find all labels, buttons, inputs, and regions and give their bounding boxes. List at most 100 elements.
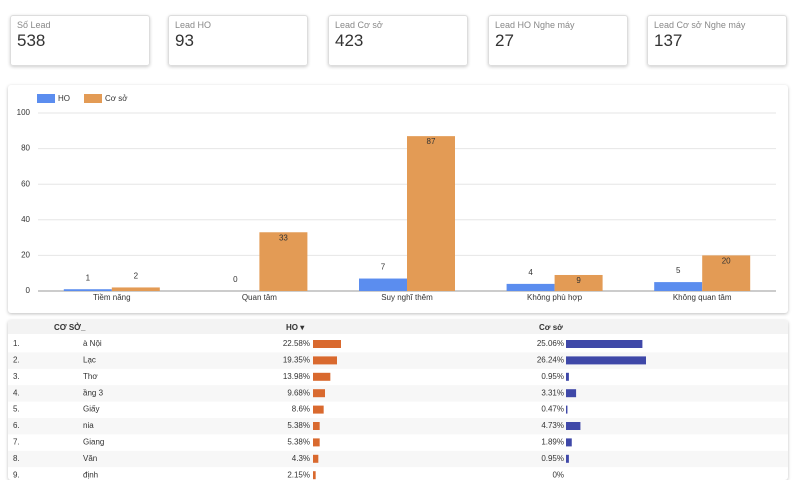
- y-tick-label: 40: [21, 215, 30, 224]
- ho-value: 2.15%: [287, 470, 310, 479]
- cs-bar: [566, 372, 569, 381]
- bar: [702, 255, 751, 291]
- cs-bar: [566, 454, 569, 463]
- bar: [63, 289, 112, 291]
- ho-value: 4.3%: [292, 454, 310, 463]
- chart: 0 20 40 60 80 100 HO Cơ sở Tiềm năng 1 2 Quan tâm 0 3…: [17, 94, 776, 302]
- legend-swatch: [84, 94, 102, 103]
- data-label: 87: [427, 137, 436, 146]
- data-label: 0: [233, 275, 238, 284]
- row-index: 7.: [13, 438, 20, 447]
- row-bg: [8, 450, 788, 468]
- row-index: 2.: [13, 356, 20, 365]
- kpi-card: Lead HO Nghe máy 27: [488, 15, 628, 66]
- row-name: Lạc: [83, 356, 96, 365]
- cs-bar: [566, 405, 568, 414]
- ho-bar: [313, 438, 320, 447]
- cs-value: 4.73%: [541, 421, 564, 430]
- bar: [654, 282, 703, 291]
- bar: [407, 136, 455, 291]
- kpi-value: 137: [654, 31, 683, 50]
- kpi-card: Lead Cơ sở Nghe máy 137: [647, 15, 787, 66]
- kpi-value: 27: [495, 31, 514, 50]
- data-label: 2: [134, 272, 139, 281]
- x-tick-label: Quan tâm: [242, 293, 277, 302]
- row-index: 1.: [13, 339, 20, 348]
- data-label: 20: [722, 257, 731, 266]
- kpi-value: 423: [335, 31, 364, 50]
- x-tick-label: Tiềm năng: [93, 293, 131, 302]
- kpi-card: Lead Cơ sở 423: [328, 15, 468, 66]
- x-tick-label: Không phù hợp: [527, 293, 583, 302]
- row-index: 6.: [13, 421, 20, 430]
- row-bg: [8, 352, 788, 369]
- bar: [359, 278, 407, 291]
- y-tick-label: 20: [21, 251, 30, 260]
- table: CƠ SỞ_ HO ▾ Cơ sở 1. à Nội 22.58% 25.06% 2. Lạc 1…: [8, 320, 788, 480]
- kpi-label: Lead Cơ sở: [335, 20, 383, 30]
- cs-value: 1.89%: [541, 438, 564, 447]
- table-panel: CƠ SỞ_ HO ▾ Cơ sở 1. à Nội 22.58% 25.06% 2. Lạc 1…: [8, 320, 788, 480]
- data-label: 7: [381, 263, 386, 272]
- ho-bar: [313, 372, 331, 381]
- y-tick-label: 60: [21, 179, 30, 188]
- row-name: Thơ: [83, 372, 98, 381]
- row-name: nia: [83, 421, 94, 430]
- cs-value: 0%: [552, 470, 564, 479]
- cs-bar: [566, 356, 646, 365]
- ho-value: 8.6%: [292, 405, 310, 414]
- bar: [111, 287, 160, 291]
- kpi-label: Số Lead: [17, 20, 51, 30]
- bar: [259, 232, 308, 291]
- kpi-label: Lead HO: [175, 20, 212, 30]
- kpi-card: Số Lead 538: [10, 15, 150, 66]
- row-name: ầng 3: [83, 388, 104, 397]
- kpi-card: Lead HO 93: [168, 15, 308, 66]
- ho-value: 22.58%: [283, 339, 310, 348]
- ho-bar: [313, 471, 316, 480]
- row-bg: [8, 385, 788, 402]
- y-tick-label: 100: [17, 108, 31, 117]
- cs-value: 3.31%: [541, 388, 564, 397]
- y-tick-label: 0: [26, 286, 31, 295]
- bar: [554, 274, 603, 291]
- cs-bar: [566, 422, 581, 430]
- ho-bar: [313, 340, 341, 348]
- cs-value: 26.24%: [537, 356, 564, 365]
- data-label: 9: [576, 276, 581, 285]
- data-label: 33: [279, 233, 288, 242]
- bar: [506, 283, 555, 291]
- row-index: 8.: [13, 454, 20, 463]
- ho-bar: [313, 405, 324, 414]
- ho-value: 13.98%: [283, 372, 310, 381]
- column-header: HO ▾: [286, 323, 305, 332]
- y-tick-label: 80: [21, 144, 30, 153]
- column-header: CƠ SỞ_: [54, 323, 86, 332]
- kpi-value: 538: [17, 31, 46, 50]
- row-name: Giấy: [83, 405, 99, 414]
- kpi-label: Lead HO Nghe máy: [495, 20, 575, 30]
- cs-value: 25.06%: [537, 339, 564, 348]
- header-bg: [8, 320, 788, 334]
- kpi-label: Lead Cơ sở Nghe máy: [654, 20, 746, 30]
- row-index: 9.: [13, 470, 20, 479]
- cs-value: 0.47%: [541, 405, 564, 414]
- data-label: 4: [528, 268, 533, 277]
- cs-bar: [566, 389, 577, 398]
- ho-bar: [313, 356, 337, 365]
- ho-value: 5.38%: [287, 421, 310, 430]
- row-name: định: [83, 470, 98, 479]
- chart-panel: 0 20 40 60 80 100 HO Cơ sở Tiềm năng 1 2 Quan tâm 0 3…: [8, 85, 788, 313]
- row-name: à Nội: [83, 339, 102, 348]
- legend-label: HO: [58, 94, 70, 103]
- legend-label: Cơ sở: [105, 94, 128, 103]
- cs-value: 0.95%: [541, 372, 564, 381]
- x-tick-label: Suy nghĩ thêm: [381, 293, 433, 302]
- ho-value: 9.68%: [287, 388, 310, 397]
- cs-bar: [566, 438, 572, 447]
- row-bg: [8, 418, 788, 435]
- cs-bar: [566, 340, 643, 348]
- ho-bar: [313, 389, 326, 398]
- row-index: 3.: [13, 372, 20, 381]
